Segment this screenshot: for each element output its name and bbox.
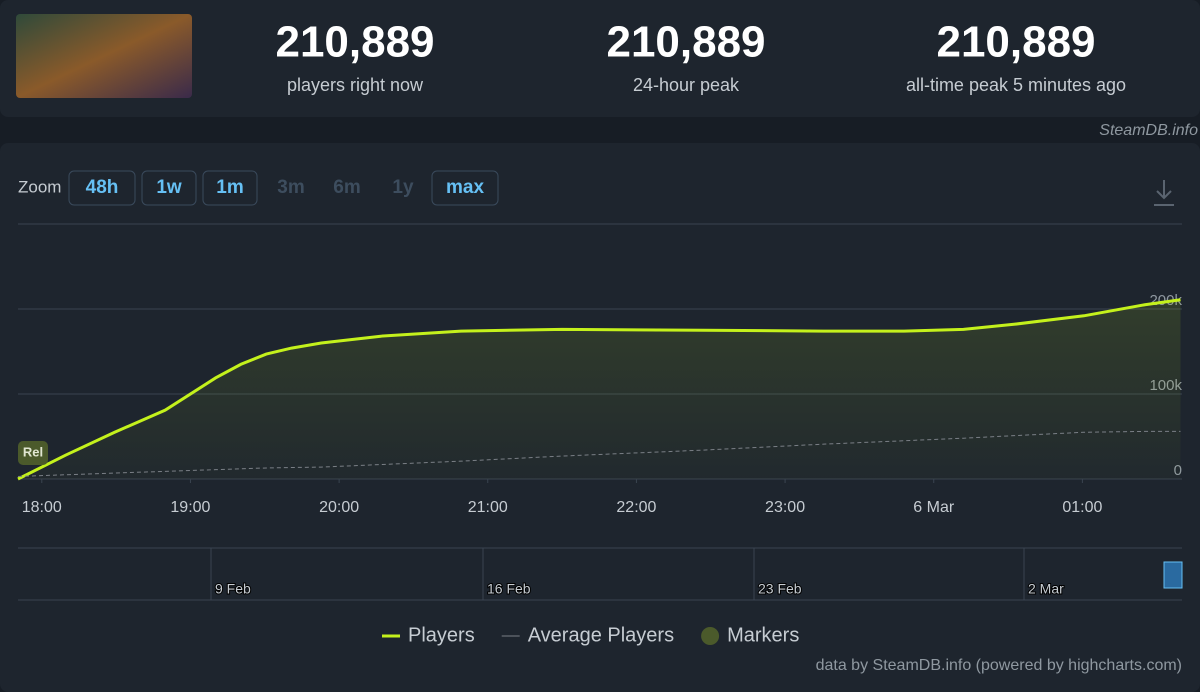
players-area xyxy=(18,299,1181,479)
legend-entry[interactable]: Average Players xyxy=(528,624,674,646)
zoom-button[interactable]: 1m xyxy=(216,177,243,198)
download-icon[interactable] xyxy=(1154,180,1174,206)
x-tick-label: 01:00 xyxy=(1062,499,1102,516)
navigator-label: 16 Feb xyxy=(487,581,531,597)
zoom-button-frame[interactable] xyxy=(141,170,197,206)
x-tick-label: 23:00 xyxy=(765,499,805,516)
legend-entry[interactable]: Players xyxy=(408,624,475,646)
zoom-button[interactable]: 1w xyxy=(156,177,182,198)
zoom-button: 6m xyxy=(333,177,360,198)
stat-label: 24-hour peak xyxy=(633,75,740,95)
stat-label: all-time peak 5 minutes ago xyxy=(906,75,1126,95)
zoom-button[interactable]: 48h xyxy=(86,177,119,198)
legend-swatch xyxy=(701,627,720,645)
stats-card xyxy=(0,0,1200,117)
game-image xyxy=(16,14,192,98)
zoom-label: Zoom xyxy=(18,177,61,196)
zoom-button-frame[interactable] xyxy=(202,170,258,206)
marker-label: Rel xyxy=(23,444,43,459)
navigator-handle[interactable] xyxy=(1163,561,1183,589)
x-tick-label: 19:00 xyxy=(170,499,210,516)
zoom-button-frame[interactable] xyxy=(431,170,499,206)
x-tick-label: 21:00 xyxy=(468,499,508,516)
x-tick-label: 18:00 xyxy=(22,499,62,516)
x-tick-label: 20:00 xyxy=(319,499,359,516)
credit: SteamDB.info xyxy=(1099,122,1198,139)
stat-value: 210,889 xyxy=(936,18,1095,67)
zoom-button-frame[interactable] xyxy=(68,170,136,206)
stat-label: players right now xyxy=(287,75,424,95)
stat-value: 210,889 xyxy=(275,18,434,67)
zoom-button: 1y xyxy=(392,177,414,198)
navigator-label: 9 Feb xyxy=(215,581,251,597)
footer: data by SteamDB.info (powered by highcha… xyxy=(816,657,1182,674)
stat-value: 210,889 xyxy=(606,18,765,67)
legend-entry[interactable]: Markers xyxy=(727,624,799,646)
zoom-button: 3m xyxy=(277,177,304,198)
navigator-label: 2 Mar xyxy=(1028,581,1064,597)
marker[interactable] xyxy=(18,441,48,465)
x-tick-label: 22:00 xyxy=(616,499,656,516)
series-line xyxy=(17,430,1181,477)
navigator-label: 23 Feb xyxy=(758,581,802,597)
x-tick-label: 6 Mar xyxy=(913,499,955,516)
zoom-button[interactable]: max xyxy=(446,177,484,198)
series-line xyxy=(17,298,1181,481)
